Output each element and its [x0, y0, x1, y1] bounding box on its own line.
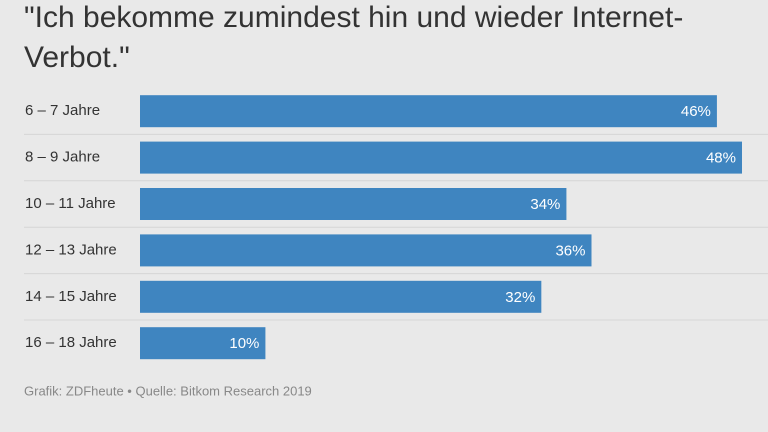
source: Grafik: ZDFheute • Quelle: Bitkom Resear… — [24, 383, 312, 398]
bar — [140, 95, 717, 128]
value-label: 46% — [681, 103, 711, 120]
y-tick-label: 8 – 9 Jahre — [25, 149, 100, 166]
bar — [140, 141, 742, 174]
bar — [140, 280, 542, 313]
value-label: 36% — [555, 242, 585, 259]
value-label: 10% — [229, 335, 259, 352]
bar — [140, 327, 266, 360]
y-tick-label: 16 – 18 Jahre — [25, 334, 117, 351]
bar — [140, 188, 567, 220]
value-label: 32% — [505, 289, 535, 306]
y-tick-label: 14 – 15 Jahre — [25, 288, 117, 305]
bar — [140, 234, 592, 267]
chart-title: "Ich bekomme zumindest hin und wieder In… — [24, 1, 684, 74]
y-tick-label: 6 – 7 Jahre — [25, 102, 100, 119]
value-label: 34% — [530, 196, 560, 213]
y-tick-label: 10 – 11 Jahre — [25, 195, 116, 212]
y-tick-label: 12 – 13 Jahre — [25, 241, 117, 258]
value-label: 48% — [706, 150, 736, 167]
